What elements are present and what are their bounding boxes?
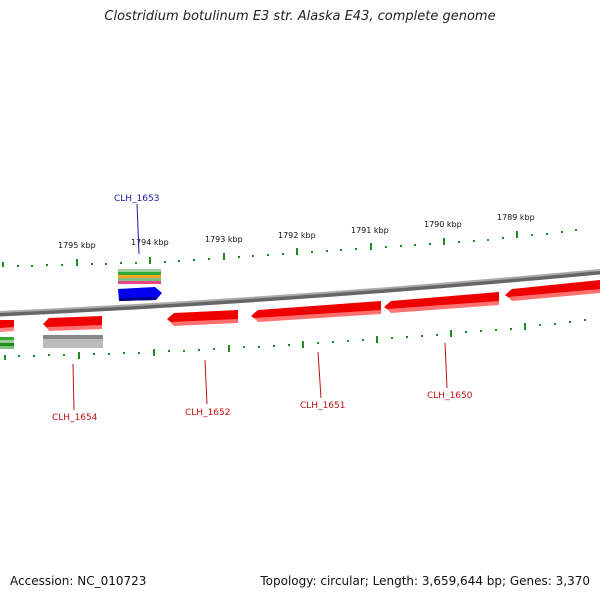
- leader-line: [136, 203, 140, 255]
- gene-label-reverse[interactable]: CLH_1651: [300, 401, 345, 411]
- scale-label: 1794 kbp: [131, 238, 169, 247]
- inner-ticks: [4, 319, 586, 360]
- leader-line: [72, 363, 75, 411]
- feature-stack-forward: [118, 269, 161, 284]
- leader-line: [444, 342, 448, 389]
- genome-summary-text: Topology: circular; Length: 3,659,644 bp…: [260, 574, 590, 588]
- map-title: Clostridium botulinum E3 str. Alaska E43…: [104, 9, 496, 24]
- gene-label-reverse[interactable]: CLH_1650: [427, 391, 473, 401]
- leader-line: [204, 359, 208, 405]
- grey-feature: [43, 335, 103, 348]
- gene-label-forward[interactable]: CLH_1653: [114, 194, 159, 204]
- outer-ticks: [2, 229, 577, 267]
- gene-arrow-reverse[interactable]: [384, 292, 499, 313]
- scale-label: 1790 kbp: [424, 220, 462, 229]
- accession-text: Accession: NC_010723: [10, 574, 147, 588]
- leader-line: [317, 351, 322, 399]
- scale-label: 1793 kbp: [205, 235, 243, 244]
- gene-arrow-reverse[interactable]: [251, 301, 381, 322]
- scale-label: 1795 kbp: [58, 241, 96, 250]
- scale-label: 1792 kbp: [278, 231, 316, 240]
- gene-arrow-reverse[interactable]: [0, 320, 14, 332]
- backbone-shadow: [0, 269, 600, 317]
- feature-stack-reverse: [0, 337, 14, 349]
- gene-arrow-reverse[interactable]: [167, 310, 238, 326]
- scale-label: 1791 kbp: [351, 226, 389, 235]
- gene-label-reverse[interactable]: CLH_1652: [185, 408, 230, 418]
- gene-arrow-reverse[interactable]: [505, 280, 600, 301]
- gene-arrow-reverse[interactable]: [43, 316, 102, 331]
- scale-label: 1789 kbp: [497, 213, 535, 222]
- gene-label-reverse[interactable]: CLH_1654: [52, 413, 98, 423]
- gene-arrow-forward-shadow: [119, 297, 156, 301]
- backbone: [0, 269, 600, 313]
